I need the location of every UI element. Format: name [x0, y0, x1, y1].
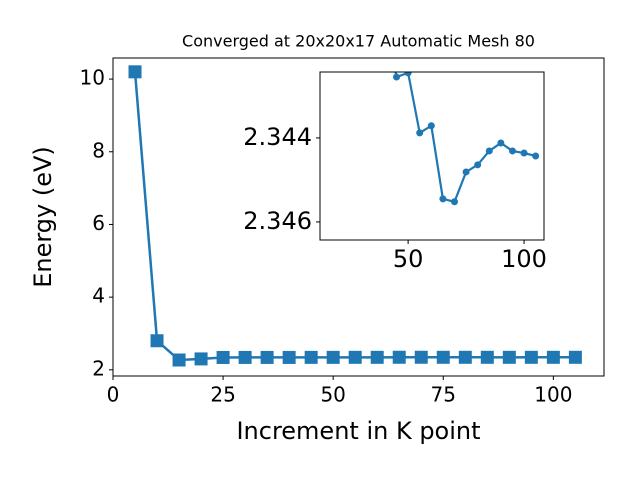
y-tick-label: 8	[92, 138, 105, 162]
marker	[532, 152, 540, 160]
marker	[393, 73, 401, 81]
marker	[502, 350, 516, 364]
x-tick-label: 100	[501, 245, 547, 273]
y-tick-label: 10	[80, 66, 105, 90]
plot-area	[320, 72, 544, 240]
marker	[416, 129, 424, 137]
axes-frame	[319, 71, 545, 241]
marker	[450, 198, 458, 206]
marker	[546, 350, 560, 364]
marker	[216, 350, 230, 364]
x-tick-label: 25	[210, 383, 235, 407]
marker	[304, 350, 318, 364]
marker	[128, 65, 142, 79]
y-tick-label: 6	[92, 211, 105, 235]
marker	[568, 350, 582, 364]
x-tick-label: 50	[320, 383, 345, 407]
marker	[238, 350, 252, 364]
marker	[326, 350, 340, 364]
x-tick-label: 50	[393, 245, 424, 273]
x-axis-label: Increment in K point	[236, 417, 480, 445]
y-tick-label: 2.346	[243, 207, 312, 235]
marker	[392, 350, 406, 364]
marker	[427, 122, 435, 130]
marker	[150, 334, 164, 348]
x-tick-label: 0	[107, 383, 120, 407]
marker	[485, 147, 493, 155]
x-tick-label: 100	[534, 383, 572, 407]
marker	[260, 350, 274, 364]
marker	[404, 72, 412, 77]
marker	[381, 8, 388, 15]
marker	[370, 350, 384, 364]
marker	[194, 352, 208, 366]
marker	[414, 350, 428, 364]
plot-group	[381, 8, 540, 206]
y-tick-label: 4	[92, 284, 105, 308]
marker	[436, 350, 450, 364]
y-axis-label: Energy (eV)	[29, 146, 57, 288]
chart-title: Converged at 20x20x17 Automatic Mesh 80	[182, 32, 535, 51]
marker	[520, 149, 528, 157]
marker	[282, 350, 296, 364]
marker	[474, 161, 482, 169]
marker	[480, 350, 494, 364]
axes-frame	[112, 57, 605, 377]
marker	[524, 350, 538, 364]
marker	[497, 139, 505, 147]
marker	[462, 168, 470, 176]
marker	[508, 147, 516, 155]
x-tick-label: 75	[431, 383, 456, 407]
marker	[172, 353, 186, 367]
y-tick-label: 2	[92, 356, 105, 380]
y-tick-label: 2.344	[243, 123, 312, 151]
marker	[439, 195, 447, 203]
plot-group	[128, 65, 582, 367]
marker	[458, 350, 472, 364]
marker	[348, 350, 362, 364]
